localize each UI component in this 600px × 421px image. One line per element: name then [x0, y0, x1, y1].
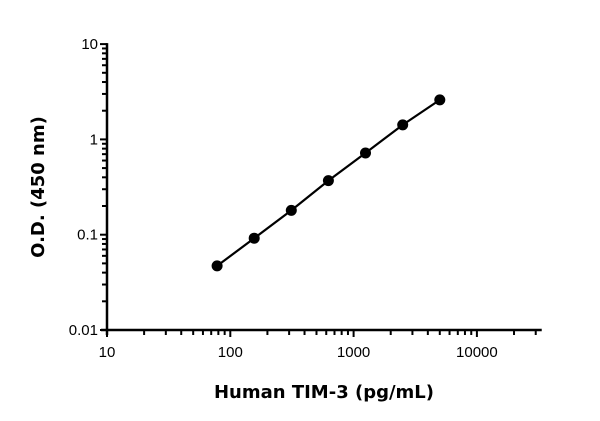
data-point	[322, 175, 334, 187]
y-tick-label: 0.1	[77, 227, 98, 244]
data-point	[397, 119, 409, 131]
x-tick-label: 10	[99, 344, 116, 361]
x-axis-title: Human TIM-3 (pg/mL)	[214, 382, 434, 403]
data-series-points	[211, 94, 446, 272]
x-tick-label: 1000	[337, 344, 370, 361]
data-point	[360, 147, 371, 159]
x-axis-tick-labels: 10 100 1000 10000	[99, 344, 498, 361]
data-point	[285, 204, 297, 216]
data-point	[248, 232, 260, 244]
y-axis-title: O.D. (450 nm)	[28, 116, 49, 258]
data-point	[434, 94, 446, 106]
y-axis-tick-labels: 0.01 0.1 1 10	[69, 36, 98, 339]
y-tick-label: 10	[81, 36, 98, 53]
x-tick-label: 100	[218, 344, 243, 361]
y-tick-label: 0.01	[69, 322, 98, 339]
y-tick-label: 1	[90, 131, 98, 148]
data-point	[211, 260, 223, 272]
x-tick-label: 10000	[456, 344, 498, 361]
